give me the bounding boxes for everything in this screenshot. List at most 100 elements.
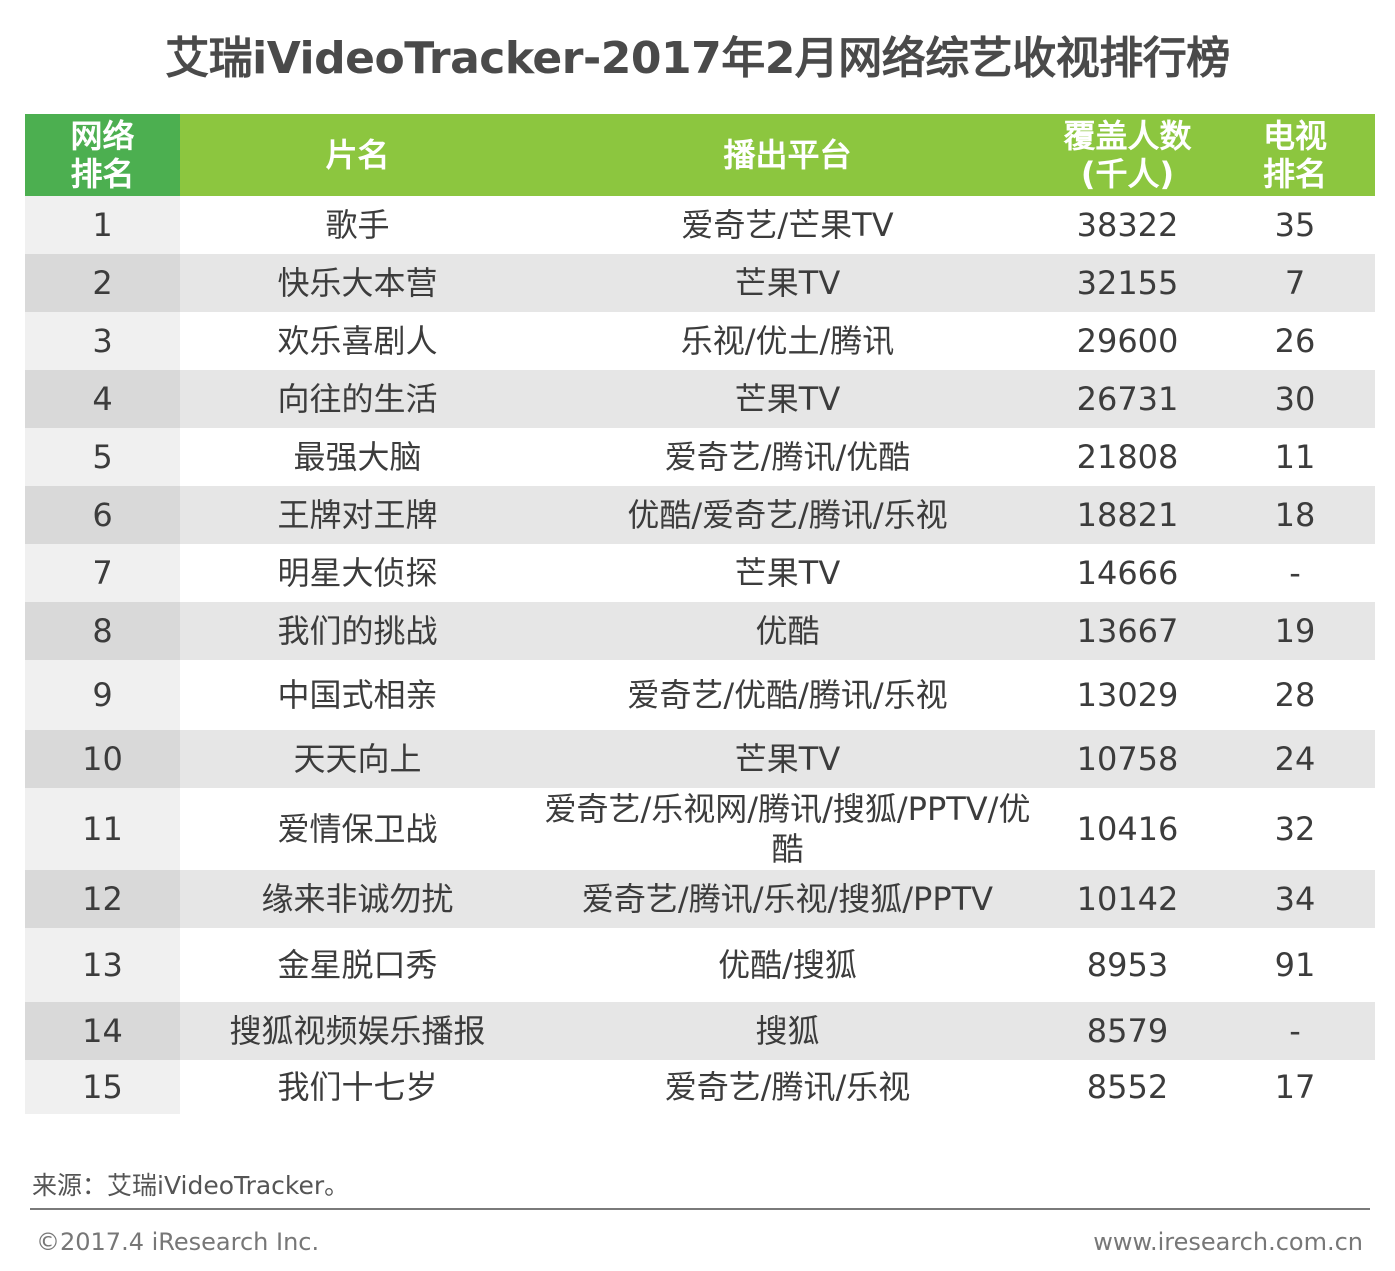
table-row: 15 我们十七岁 爱奇艺/腾讯/乐视 8552 17: [25, 1060, 1375, 1114]
cell-tv-rank: 17: [1274, 1068, 1316, 1106]
cell-tv-rank: 32: [1274, 810, 1316, 848]
table-row: 6 王牌对王牌 优酷/爱奇艺/腾讯/乐视 18821 18: [25, 486, 1375, 544]
header-coverage-line2: (千人): [1080, 155, 1175, 193]
cell-web-rank: 12: [25, 870, 180, 928]
cell-show-name: 爱情保卫战: [277, 810, 438, 848]
source-note: 来源：艾瑞iVideoTracker。: [32, 1171, 350, 1200]
table-body: 1 歌手 爱奇艺/芒果TV 38322 35 2 快乐大本营 芒果TV 32155 7 3 欢乐喜剧人…: [25, 196, 1375, 1114]
cell-platform: 芒果TV: [535, 370, 1040, 428]
cell-coverage: 21808: [1076, 438, 1179, 476]
cell-show-name: 歌手: [325, 206, 390, 244]
copyright-text: ©2017.4 iResearch Inc.: [36, 1228, 320, 1256]
cell-web-rank: 1: [25, 196, 180, 254]
header-platform: 播出平台: [535, 114, 1040, 196]
cell-web-rank: 9: [25, 660, 180, 730]
cell-coverage: 10142: [1040, 870, 1215, 928]
cell-platform: 爱奇艺/芒果TV: [681, 206, 894, 244]
header-web-rank: 网络 排名: [25, 114, 180, 196]
header-tv-rank: 电视 排名: [1215, 114, 1375, 196]
cell-web-rank: 3: [25, 312, 180, 370]
cell-web-rank: 13: [25, 928, 180, 1002]
cell-tv-rank: 19: [1215, 602, 1375, 660]
table-row: 3 欢乐喜剧人 乐视/优土/腾讯 29600 26: [25, 312, 1375, 370]
cell-tv-rank: -: [1215, 1002, 1375, 1060]
cell-coverage: 13029: [1076, 676, 1179, 714]
cell-platform: 乐视/优土/腾讯: [680, 322, 895, 360]
header-coverage-line1: 覆盖人数: [1063, 117, 1192, 155]
table-row: 10 天天向上 芒果TV 10758 24: [25, 730, 1375, 788]
cell-show-name: 最强大脑: [293, 438, 422, 476]
cell-coverage: 18821: [1040, 486, 1215, 544]
table-row: 7 明星大侦探 芒果TV 14666 -: [25, 544, 1375, 602]
cell-tv-rank: 28: [1274, 676, 1316, 714]
header-title-text: 片名: [325, 136, 390, 174]
cell-tv-rank: 18: [1215, 486, 1375, 544]
cell-show-name: 金星脱口秀: [277, 946, 438, 984]
cell-coverage: 8953: [1086, 946, 1169, 984]
table-row: 2 快乐大本营 芒果TV 32155 7: [25, 254, 1375, 312]
cell-tv-rank: -: [1289, 554, 1301, 592]
cell-show-name: 中国式相亲: [277, 676, 438, 714]
cell-platform: 优酷: [535, 602, 1040, 660]
cell-coverage: 38322: [1076, 206, 1179, 244]
table-row: 1 歌手 爱奇艺/芒果TV 38322 35: [25, 196, 1375, 254]
cell-platform: 爱奇艺/优酷/腾讯/乐视: [627, 676, 948, 714]
header-tv-rank-line1: 电视: [1262, 117, 1327, 155]
cell-web-rank: 7: [25, 544, 180, 602]
cell-show-name: 快乐大本营: [180, 254, 535, 312]
cell-platform: 爱奇艺/腾讯/乐视: [664, 1068, 911, 1106]
header-coverage: 覆盖人数 (千人): [1040, 114, 1215, 196]
cell-web-rank: 8: [25, 602, 180, 660]
cell-tv-rank: 26: [1274, 322, 1316, 360]
table-row: 14 搜狐视频娱乐播报 搜狐 8579-: [25, 1002, 1375, 1060]
ranking-table: 网络 排名 片名 播出平台 覆盖人数 (千人) 电视 排名 1 歌手 爱奇艺/芒果T…: [25, 114, 1375, 1114]
cell-platform: 搜狐: [535, 1002, 1040, 1060]
cell-coverage: 13667: [1040, 602, 1215, 660]
cell-platform: 芒果TV: [535, 730, 1040, 788]
cell-platform: 芒果TV: [734, 554, 841, 592]
cell-web-rank: 10: [25, 730, 180, 788]
cell-show-name: 向往的生活: [180, 370, 535, 428]
cell-coverage: 8552: [1086, 1068, 1169, 1106]
cell-coverage: 10416: [1076, 810, 1179, 848]
cell-web-rank: 11: [25, 788, 180, 870]
table-row: 8 我们的挑战 优酷 13667 19: [25, 602, 1375, 660]
table-row: 13 金星脱口秀 优酷/搜狐 8953 91: [25, 928, 1375, 1002]
header-platform-text: 播出平台: [723, 136, 852, 174]
cell-web-rank: 14: [25, 1002, 180, 1060]
cell-show-name: 我们的挑战: [180, 602, 535, 660]
cell-tv-rank: 30: [1215, 370, 1375, 428]
cell-show-name: 我们十七岁: [277, 1068, 438, 1106]
table-row: 4 向往的生活 芒果TV 26731 30: [25, 370, 1375, 428]
website-link[interactable]: www.iresearch.com.cn: [1093, 1228, 1363, 1256]
cell-coverage: 29600: [1076, 322, 1179, 360]
cell-platform: 爱奇艺/乐视网/腾讯/搜狐/PPTV/优酷: [544, 790, 1031, 868]
cell-web-rank: 15: [25, 1060, 180, 1114]
cell-coverage: 14666: [1076, 554, 1179, 592]
table-row: 9 中国式相亲 爱奇艺/优酷/腾讯/乐视 13029 28: [25, 660, 1375, 730]
table-row: 11 爱情保卫战 爱奇艺/乐视网/腾讯/搜狐/PPTV/优酷 10416 32: [25, 788, 1375, 870]
cell-tv-rank: 91: [1274, 946, 1316, 984]
cell-web-rank: 4: [25, 370, 180, 428]
cell-tv-rank: 34: [1215, 870, 1375, 928]
header-tv-rank-line2: 排名: [1262, 155, 1327, 193]
table-row: 12 缘来非诚勿扰 爱奇艺/腾讯/乐视/搜狐/PPTV 10142 34: [25, 870, 1375, 928]
table-header-row: 网络 排名 片名 播出平台 覆盖人数 (千人) 电视 排名: [25, 114, 1375, 196]
cell-platform: 芒果TV: [535, 254, 1040, 312]
cell-show-name: 搜狐视频娱乐播报: [180, 1002, 535, 1060]
cell-show-name: 王牌对王牌: [180, 486, 535, 544]
cell-show-name: 明星大侦探: [277, 554, 438, 592]
cell-platform: 爱奇艺/腾讯/乐视/搜狐/PPTV: [535, 870, 1040, 928]
header-title: 片名: [180, 114, 535, 196]
cell-web-rank: 5: [25, 428, 180, 486]
cell-tv-rank: 35: [1274, 206, 1316, 244]
header-web-rank-line1: 网络: [70, 117, 135, 155]
cell-platform: 优酷/爱奇艺/腾讯/乐视: [535, 486, 1040, 544]
cell-tv-rank: 11: [1274, 438, 1316, 476]
table-row: 5 最强大脑 爱奇艺/腾讯/优酷 21808 11: [25, 428, 1375, 486]
cell-show-name: 天天向上: [180, 730, 535, 788]
cell-tv-rank: 24: [1215, 730, 1375, 788]
cell-platform: 优酷/搜狐: [718, 946, 857, 984]
cell-platform: 爱奇艺/腾讯/优酷: [664, 438, 911, 476]
cell-web-rank: 2: [25, 254, 180, 312]
